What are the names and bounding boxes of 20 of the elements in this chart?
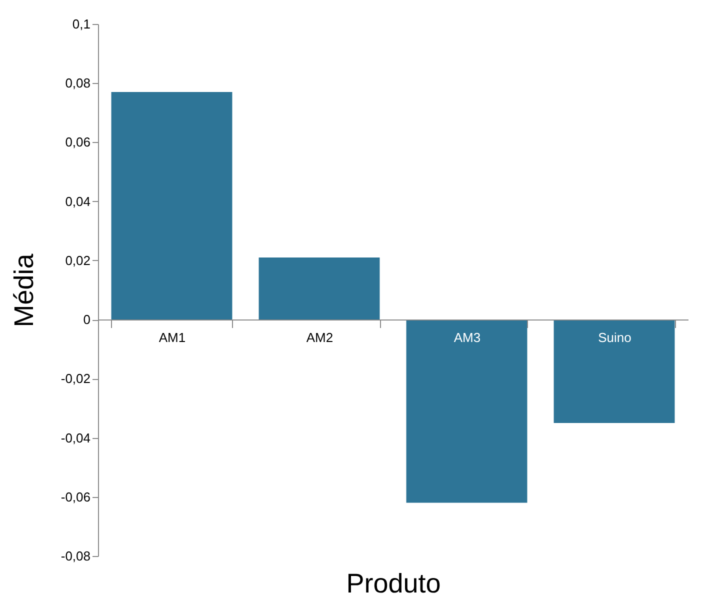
y-tick-label: -0,02 xyxy=(60,371,90,386)
y-tick-label: 0,04 xyxy=(65,194,90,209)
x-tick-label: AM3 xyxy=(454,330,481,346)
y-tick-label: -0,08 xyxy=(60,548,90,564)
bar xyxy=(406,320,528,503)
y-tick-label: 0,1 xyxy=(72,16,90,32)
y-tick-label: 0,08 xyxy=(65,76,90,91)
bar xyxy=(111,92,232,320)
y-tick-label: -0,04 xyxy=(60,430,90,446)
y-tick-label: 0,06 xyxy=(65,134,90,150)
x-tick-label: AM1 xyxy=(158,330,186,346)
x-tick-label: AM2 xyxy=(306,330,334,346)
x-tick-label: Suino xyxy=(598,330,632,346)
y-axis-title: Média xyxy=(8,252,39,328)
bar xyxy=(554,320,675,423)
bar xyxy=(258,257,380,320)
y-tick-label: 0 xyxy=(83,312,90,328)
y-tick-label: 0,02 xyxy=(65,252,90,268)
x-axis-title: Produto xyxy=(346,568,441,598)
y-tick-label: -0,06 xyxy=(60,489,90,504)
